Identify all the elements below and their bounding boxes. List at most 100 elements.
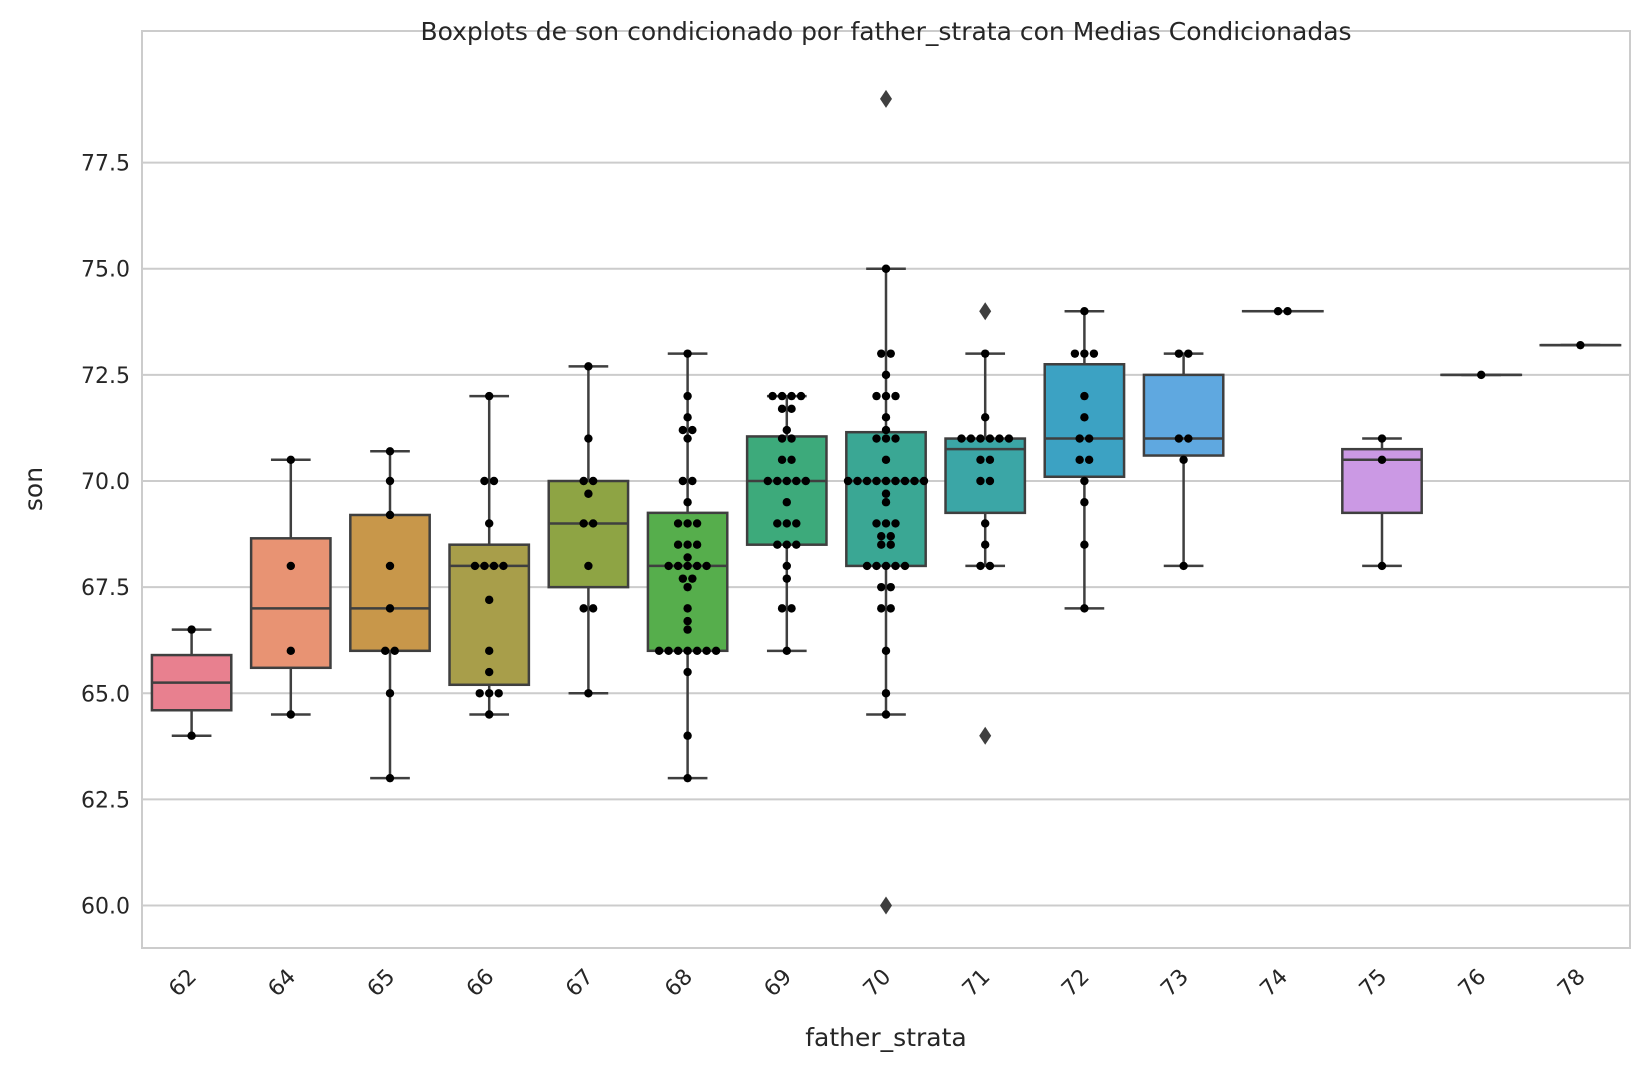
data-point xyxy=(796,391,806,401)
data-point xyxy=(981,540,990,549)
data-point xyxy=(862,561,872,571)
data-point xyxy=(683,561,692,571)
data-point xyxy=(886,604,895,613)
y-tick-label: 75.0 xyxy=(81,258,130,283)
data-point xyxy=(584,489,593,498)
data-point xyxy=(385,510,395,520)
data-point xyxy=(891,476,900,486)
data-point xyxy=(654,646,664,656)
data-point xyxy=(683,604,692,613)
data-point xyxy=(385,476,395,486)
data-point xyxy=(1070,349,1080,358)
data-point xyxy=(584,561,593,571)
data-point xyxy=(966,434,976,443)
data-point xyxy=(773,519,782,528)
box-group xyxy=(1142,352,1225,568)
chart-title: Boxplots de son condicionado por father_… xyxy=(420,17,1351,46)
data-point xyxy=(985,561,995,571)
data-point xyxy=(385,773,395,783)
data-point xyxy=(711,646,721,656)
data-point xyxy=(480,476,489,486)
data-point xyxy=(683,582,692,592)
x-axis-label: father_strata xyxy=(805,1023,966,1052)
data-point xyxy=(683,625,692,634)
data-point xyxy=(683,616,692,626)
data-point xyxy=(673,540,683,549)
data-point xyxy=(777,604,787,613)
data-point xyxy=(787,404,796,414)
data-point xyxy=(683,731,692,740)
data-point xyxy=(588,519,598,528)
y-tick-label: 77.5 xyxy=(81,152,130,177)
data-point xyxy=(777,455,787,464)
data-point xyxy=(782,540,791,549)
box xyxy=(448,543,531,687)
data-point xyxy=(976,434,985,443)
y-tick-label: 72.5 xyxy=(81,364,130,389)
data-point xyxy=(683,391,692,401)
data-point xyxy=(385,689,395,698)
data-point xyxy=(489,476,499,486)
box-group xyxy=(944,302,1027,745)
data-point xyxy=(1179,561,1188,571)
data-point xyxy=(881,370,891,380)
data-point xyxy=(777,391,787,401)
data-point xyxy=(673,519,683,528)
data-point xyxy=(480,561,489,571)
data-point xyxy=(678,425,688,435)
data-point xyxy=(768,391,777,401)
data-point xyxy=(1004,434,1014,443)
data-point xyxy=(976,476,985,486)
data-point xyxy=(872,391,881,401)
data-point xyxy=(881,476,891,486)
box xyxy=(349,513,431,653)
data-point xyxy=(1377,561,1387,571)
swarm-points xyxy=(187,264,1585,783)
data-point xyxy=(1080,604,1089,613)
data-point xyxy=(664,561,673,571)
data-point xyxy=(579,519,588,528)
data-point xyxy=(801,476,810,486)
data-point xyxy=(692,540,702,549)
data-point xyxy=(584,362,593,371)
box xyxy=(249,537,332,670)
data-point xyxy=(782,425,791,435)
data-point xyxy=(957,434,966,443)
data-point xyxy=(981,413,990,422)
data-point xyxy=(187,731,196,740)
data-point xyxy=(494,689,503,698)
outlier-marker xyxy=(880,89,892,108)
data-point xyxy=(881,413,891,422)
data-point xyxy=(782,498,791,507)
data-point xyxy=(881,689,891,698)
data-point xyxy=(881,561,891,571)
data-point xyxy=(688,574,697,583)
data-point xyxy=(702,561,711,571)
data-point xyxy=(1080,413,1089,422)
data-point xyxy=(664,646,673,656)
data-point xyxy=(579,604,588,613)
data-point xyxy=(1080,306,1089,316)
data-point xyxy=(683,773,692,783)
data-point xyxy=(777,404,787,414)
data-point xyxy=(881,710,891,719)
data-point xyxy=(485,595,494,605)
data-point xyxy=(782,476,791,486)
data-point xyxy=(1283,306,1292,316)
data-point xyxy=(385,561,395,571)
data-point xyxy=(1174,434,1184,443)
y-tick-label: 67.5 xyxy=(81,576,130,601)
data-point xyxy=(1184,349,1193,358)
y-tick-label: 62.5 xyxy=(81,788,130,813)
data-point xyxy=(683,434,692,443)
data-point xyxy=(881,425,891,435)
box-group xyxy=(349,450,431,780)
data-point xyxy=(881,434,891,443)
data-point xyxy=(470,561,480,571)
data-point xyxy=(683,553,692,562)
data-point xyxy=(919,476,929,486)
data-point xyxy=(683,519,692,528)
data-point xyxy=(683,540,692,549)
data-point xyxy=(485,667,494,677)
